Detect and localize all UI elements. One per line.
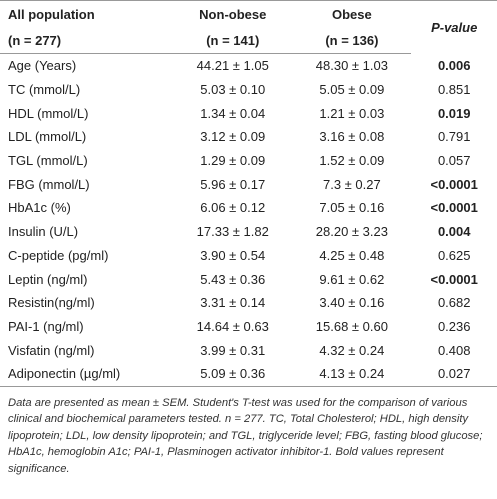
cell: 0.004 xyxy=(437,224,471,240)
cell: 15.68 ± 0.60 xyxy=(315,318,388,334)
cell: 0.006 xyxy=(437,58,471,74)
table-row: HbA1c (%) 6.06 ± 0.12 7.05 ± 0.16 <0.0001 xyxy=(0,196,497,220)
cell: 4.13 ± 0.24 xyxy=(292,361,412,387)
cell: 1.21 ± 0.03 xyxy=(319,105,385,121)
row-label: Insulin (U/L) xyxy=(8,224,79,240)
table-row: HDL (mmol/L) 1.34 ± 0.04 1.21 ± 0.03 0.019 xyxy=(0,101,497,125)
table-row: Age (Years) 44.21 ± 1.05 48.30 ± 1.03 0.006 xyxy=(0,54,497,78)
cell: 1.29 ± 0.09 xyxy=(200,153,266,169)
row-label: Adiponectin (µg/ml) xyxy=(0,361,174,387)
cell: 0.791 xyxy=(437,129,471,145)
cell: 14.64 ± 0.63 xyxy=(196,318,269,334)
cell: 1.52 ± 0.09 xyxy=(319,153,385,169)
row-label: Resistin(ng/ml) xyxy=(8,295,95,311)
row-label: Age (Years) xyxy=(8,58,77,74)
column-subheader: (n = 277) xyxy=(0,27,174,54)
cell: 17.33 ± 1.82 xyxy=(196,224,269,240)
table-row: TGL (mmol/L) 1.29 ± 0.09 1.52 ± 0.09 0.057 xyxy=(0,149,497,173)
cell: 7.3 ± 0.27 xyxy=(323,176,381,192)
cell: 5.96 ± 0.17 xyxy=(200,176,266,192)
row-label: C-peptide (pg/ml) xyxy=(8,247,109,263)
table-row: LDL (mmol/L) 3.12 ± 0.09 3.16 ± 0.08 0.791 xyxy=(0,125,497,149)
cell: 0.625 xyxy=(437,247,471,263)
column-header: Obese xyxy=(292,0,412,27)
cell: <0.0001 xyxy=(430,176,478,192)
row-label: Leptin (ng/ml) xyxy=(8,271,88,287)
table-row: Leptin (ng/ml) 5.43 ± 0.36 9.61 ± 0.62 <0.0… xyxy=(0,267,497,291)
column-header: P-value xyxy=(411,0,497,54)
data-table: All population Non-obese Obese P-value (n =… xyxy=(0,0,497,387)
cell: 28.20 ± 3.23 xyxy=(315,224,388,240)
cell: <0.0001 xyxy=(430,200,478,216)
table-row: C-peptide (pg/ml) 3.90 ± 0.54 4.25 ± 0.48 0… xyxy=(0,244,497,268)
column-header: All population xyxy=(0,0,174,27)
table-row: PAI-1 (ng/ml) 14.64 ± 0.63 15.68 ± 0.60 0.2… xyxy=(0,315,497,339)
footnote: Data are presented as mean ± SEM. Studen… xyxy=(8,396,483,475)
cell: 5.03 ± 0.10 xyxy=(200,82,266,98)
header-row: All population Non-obese Obese P-value xyxy=(0,0,497,54)
table-row: FBG (mmol/L) 5.96 ± 0.17 7.3 ± 0.27 <0.0001 xyxy=(0,172,497,196)
cell: 3.16 ± 0.08 xyxy=(319,129,385,145)
cell: 4.32 ± 0.24 xyxy=(319,342,385,358)
table-row: Resistin(ng/ml) 3.31 ± 0.14 3.40 ± 0.16 0.6… xyxy=(0,291,497,315)
row-label: TGL (mmol/L) xyxy=(8,153,88,169)
cell: 0.019 xyxy=(437,105,471,121)
table-row: Adiponectin (µg/ml) 5.09 ± 0.36 4.13 ± 0.2… xyxy=(0,361,497,387)
table-row: Visfatin (ng/ml) 3.99 ± 0.31 4.32 ± 0.24 0.… xyxy=(0,338,497,362)
column-subheader: (n = 136) xyxy=(292,27,412,54)
table-row: TC (mmol/L) 5.03 ± 0.10 5.05 ± 0.09 0.851 xyxy=(0,78,497,102)
cell: 9.61 ± 0.62 xyxy=(319,271,385,287)
row-label: LDL (mmol/L) xyxy=(8,129,87,145)
cell: <0.0001 xyxy=(430,271,478,287)
cell: 1.34 ± 0.04 xyxy=(200,105,266,121)
cell: 0.236 xyxy=(437,318,471,334)
cell: 7.05 ± 0.16 xyxy=(319,200,385,216)
cell: 3.99 ± 0.31 xyxy=(200,342,266,358)
table-body: Age (Years) 44.21 ± 1.05 48.30 ± 1.03 0.006… xyxy=(0,54,497,387)
row-label: PAI-1 (ng/ml) xyxy=(8,318,84,334)
cell: 6.06 ± 0.12 xyxy=(200,200,266,216)
table-row: Insulin (U/L) 17.33 ± 1.82 28.20 ± 3.23 0.0… xyxy=(0,220,497,244)
row-label: HDL (mmol/L) xyxy=(8,105,89,121)
row-label: TC (mmol/L) xyxy=(8,82,81,98)
cell: 0.027 xyxy=(411,361,497,387)
cell: 5.09 ± 0.36 xyxy=(173,361,293,387)
cell: 3.90 ± 0.54 xyxy=(200,247,266,263)
column-header: Non-obese xyxy=(173,0,293,27)
cell: 0.057 xyxy=(437,153,471,169)
cell: 0.408 xyxy=(437,342,471,358)
cell: 3.31 ± 0.14 xyxy=(200,295,266,311)
row-label: Visfatin (ng/ml) xyxy=(8,342,95,358)
cell: 44.21 ± 1.05 xyxy=(196,58,269,74)
cell: 48.30 ± 1.03 xyxy=(315,58,388,74)
cell: 5.43 ± 0.36 xyxy=(200,271,266,287)
row-label: HbA1c (%) xyxy=(8,200,71,216)
cell: 0.682 xyxy=(437,295,471,311)
cell: 0.851 xyxy=(437,82,471,98)
header-row: (n = 277) (n = 141) (n = 136) xyxy=(0,27,497,54)
column-subheader: (n = 141) xyxy=(173,27,293,54)
cell: 3.12 ± 0.09 xyxy=(200,129,266,145)
row-label: FBG (mmol/L) xyxy=(8,176,90,192)
cell: 4.25 ± 0.48 xyxy=(319,247,385,263)
cell: 5.05 ± 0.09 xyxy=(319,82,385,98)
cell: 3.40 ± 0.16 xyxy=(319,295,385,311)
